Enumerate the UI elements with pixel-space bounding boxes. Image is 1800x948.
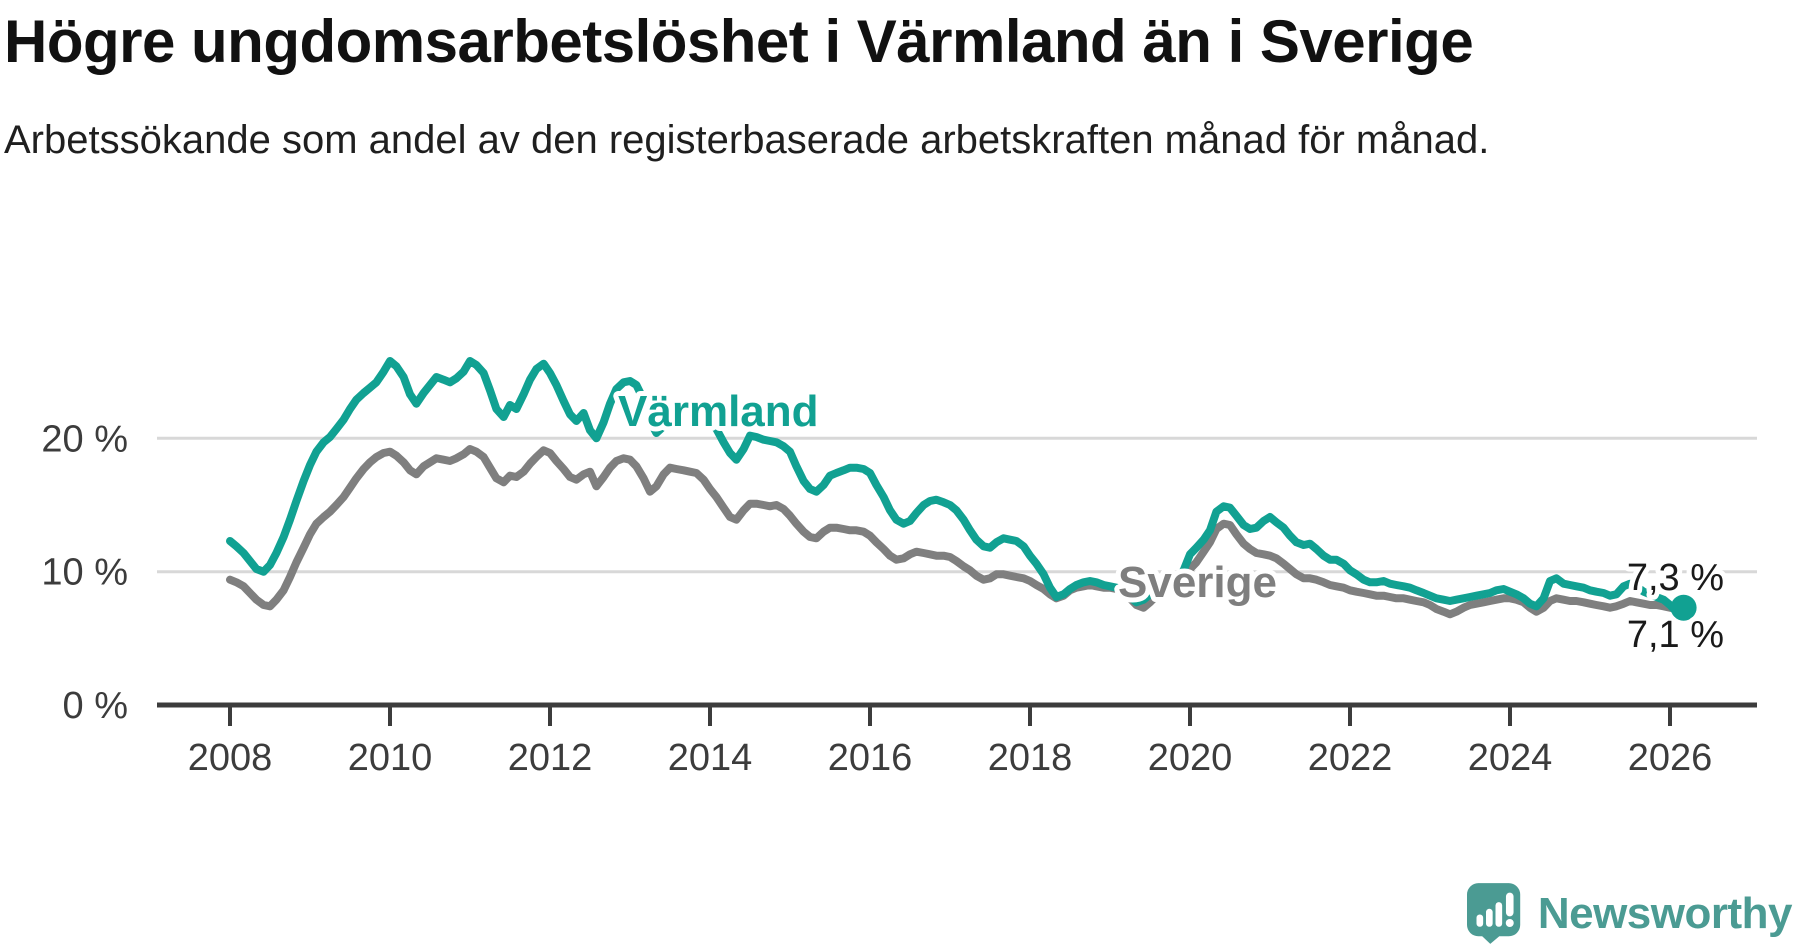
chart-title: Högre ungdomsarbetslöshet i Värmland än …	[4, 8, 1474, 75]
logo-bar-medium	[1485, 908, 1493, 927]
logo-exclamation-bar	[1505, 892, 1514, 917]
x-tick-label-2008: 2008	[188, 737, 273, 779]
logo-bar-small	[1476, 914, 1483, 927]
x-tick-label-2020: 2020	[1148, 737, 1233, 779]
x-tick-label-2016: 2016	[828, 737, 913, 779]
x-tick-label-2022: 2022	[1308, 737, 1393, 779]
brand-name: Newsworthy	[1537, 888, 1793, 938]
series-line-sverige	[226, 445, 1688, 619]
series-label-sverige: Sverige	[1118, 558, 1277, 607]
brand-footer: Newsworthy	[1466, 883, 1793, 944]
x-tick-label-2018: 2018	[988, 737, 1073, 779]
y-tick-label-20: 20 %	[41, 418, 128, 460]
series-line-varmland	[226, 357, 1688, 616]
x-tick-label-2014: 2014	[668, 737, 753, 779]
chart-header: Högre ungdomsarbetslöshet i Värmland än …	[4, 8, 1504, 169]
end-value-label-sverige: 7,1 %	[1627, 614, 1724, 656]
y-tick-label-10: 10 %	[41, 552, 128, 594]
x-tick-label-2024: 2024	[1468, 737, 1553, 779]
logo-exclamation-dot	[1505, 919, 1514, 927]
end-value-label-varmland: 7,3 %	[1627, 557, 1724, 599]
newsworthy-logo-icon	[1466, 883, 1521, 944]
chart-subtitle: Arbetssökande som andel av den registerb…	[4, 118, 1490, 163]
end-dot-varmland	[1670, 594, 1697, 621]
x-tick-label-2010: 2010	[348, 737, 433, 779]
x-tick-label-2012: 2012	[508, 737, 593, 779]
series-label-varmland: Värmland	[618, 387, 819, 436]
y-tick-label-0: 0 %	[63, 685, 128, 727]
logo-bar-large	[1495, 902, 1502, 927]
x-tick-label-2026: 2026	[1628, 737, 1713, 779]
